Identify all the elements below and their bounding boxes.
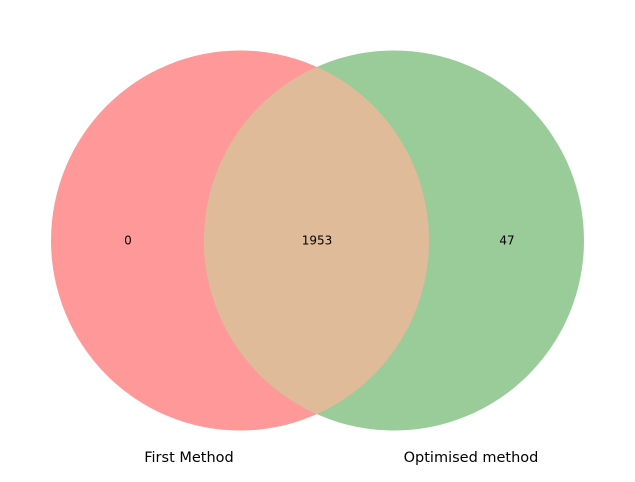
only-second-count: 47 <box>499 234 514 248</box>
overlap-region <box>204 50 429 431</box>
only-first-count: 0 <box>124 234 132 248</box>
first-method-label: First Method <box>144 450 234 466</box>
optimised-method-label: Optimised method <box>404 450 539 466</box>
intersection-count: 1953 <box>302 234 333 248</box>
